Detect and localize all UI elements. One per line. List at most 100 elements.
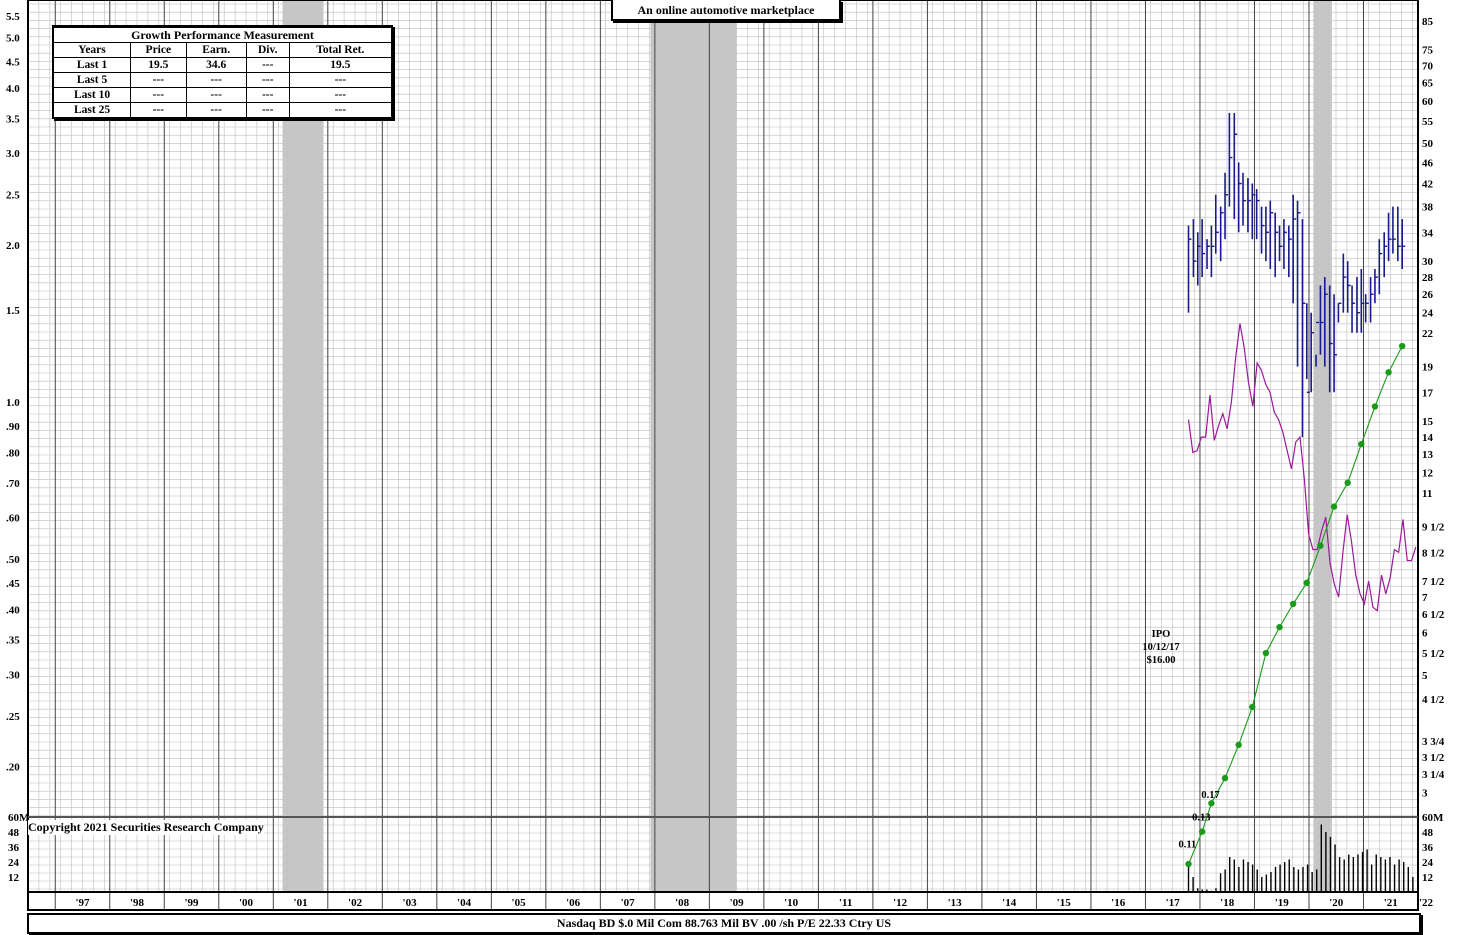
header-total-return: Total Ret.: [316, 44, 365, 56]
table-cell: ---: [246, 57, 290, 73]
right-axis-tick-label: 5: [1422, 670, 1428, 682]
table-cell: ---: [334, 104, 347, 116]
left-axis-tick-label: .40: [6, 604, 20, 616]
right-axis-tick-label: 24: [1422, 308, 1434, 320]
table-cell: Last 10: [54, 87, 132, 103]
left-axis-tick-label: .60: [6, 513, 20, 525]
right-axis-tick-label: 8 1/2: [1422, 547, 1445, 559]
ipo-annotation: IPO 10/12/17 $16.00: [1130, 628, 1192, 667]
table-cell: ---: [246, 72, 290, 88]
table-cell: ---: [186, 72, 247, 88]
table-cell: ---: [186, 87, 247, 103]
left-axis-tick-label: 2.0: [6, 240, 20, 252]
right-axis-tick-label: 65: [1422, 78, 1434, 90]
table-row: Last 10 --- --- --- ---: [54, 87, 391, 103]
right-axis-tick-label: 42: [1422, 178, 1434, 190]
recession-band: [1313, 0, 1332, 892]
left-axis-tick-label: .45: [6, 578, 20, 590]
header-dividend: Div.: [246, 42, 290, 58]
right-axis-tick-label: 30: [1422, 256, 1434, 268]
x-axis-tick-label: '03: [403, 897, 418, 909]
x-axis-tick-label: '02: [348, 897, 363, 909]
table-cell: ---: [246, 102, 290, 117]
earnings-value-label: 0.11: [1179, 839, 1197, 850]
left-axis-tick-label: 2.5: [6, 189, 20, 201]
copyright-notice: Copyright 2021 Securities Research Compa…: [28, 820, 264, 835]
x-axis-tick-label: '14: [1002, 897, 1017, 909]
volume-axis-label-left: 12: [8, 872, 20, 884]
table-row: Last 1 19.5 34.6 --- 19.5: [54, 57, 391, 73]
earnings-point: [1398, 342, 1406, 350]
right-axis-tick-label: 34: [1422, 227, 1434, 239]
right-axis-tick-label: 9 1/2: [1422, 522, 1445, 534]
earnings-point: [1385, 369, 1392, 376]
left-axis-tick-label: .80: [6, 448, 20, 460]
x-axis-tick-label: '19: [1275, 897, 1290, 909]
left-axis-tick-label: 1.5: [6, 305, 20, 317]
relative-strength-line: [1187, 323, 1417, 612]
right-axis-tick-label: 55: [1422, 116, 1434, 128]
x-axis-tick-label: '06: [566, 897, 581, 909]
x-axis-tick-label: '08: [675, 897, 690, 909]
left-axis-tick-label: .30: [6, 670, 20, 682]
right-axis-tick-label: 11: [1422, 488, 1432, 500]
footer-stats: Nasdaq BD $.0 Mil Com 88.763 Mil BV .00 …: [27, 913, 1421, 934]
growth-performance-table: Growth Performance Measurement Years Pri…: [52, 25, 393, 119]
x-axis-tick-label: '10: [784, 897, 799, 909]
left-axis-tick-label: 3.0: [6, 148, 20, 160]
right-axis-tick-label: 3 1/2: [1422, 752, 1445, 764]
left-axis-tick-label: .20: [6, 761, 20, 773]
earnings-value-label: 0.13: [1192, 813, 1210, 824]
earnings-point: [1249, 703, 1256, 711]
company-description: An online automotive marketplace: [611, 0, 841, 21]
right-axis-tick-label: 85: [1422, 16, 1434, 28]
right-axis-tick-label: 6: [1422, 628, 1428, 640]
table-cell: 19.5: [330, 59, 351, 71]
x-axis-tick-label: '12: [893, 897, 908, 909]
earnings-point: [1289, 600, 1297, 608]
right-axis-tick-label: 28: [1422, 272, 1434, 284]
table-cell: 34.6: [186, 57, 247, 73]
earnings-point: [1235, 741, 1242, 749]
header-price: Price: [130, 42, 187, 58]
left-axis-tick-label: 5.5: [6, 11, 20, 23]
volume-axis-label-right: 12: [1422, 872, 1434, 884]
x-axis-tick-label: '21: [1384, 897, 1398, 909]
earnings-point: [1344, 479, 1351, 486]
left-axis-tick-label: .25: [6, 711, 20, 723]
earnings-point: [1330, 503, 1338, 510]
table-header-row: Years Price Earn. Div. Total Ret.: [54, 42, 391, 58]
right-axis-tick-label: 12: [1422, 468, 1434, 480]
volume-axis-label-left: 48: [8, 827, 20, 839]
right-axis-tick-label: 4 1/2: [1422, 694, 1445, 706]
table-cell: Last 25: [54, 102, 132, 117]
table-row: Last 5 --- --- --- ---: [54, 72, 391, 88]
table-cell: ---: [334, 89, 347, 101]
header-earnings: Earn.: [186, 42, 247, 58]
right-axis-tick-label: 17: [1422, 387, 1434, 399]
x-axis-tick-label: '00: [239, 897, 254, 909]
right-axis-tick-label: 22: [1422, 328, 1434, 340]
left-axis-tick-label: 5.0: [6, 32, 20, 44]
table-cell: 19.5: [130, 57, 187, 73]
x-axis-tick-label: '99: [184, 897, 199, 909]
table-cell: ---: [130, 87, 187, 103]
left-axis-tick-label: 4.0: [6, 83, 20, 95]
ipo-price: $16.00: [1146, 655, 1176, 666]
right-axis-tick-label: 26: [1422, 289, 1434, 301]
x-axis-tick-label: '04: [457, 897, 472, 909]
right-axis-tick-label: 13: [1422, 449, 1434, 461]
x-axis-tick-label: '09: [730, 897, 745, 909]
ipo-label: IPO: [1151, 629, 1171, 640]
earnings-point: [1185, 860, 1192, 868]
volume-axis-label-right: 36: [1422, 842, 1434, 854]
x-axis-tick-label: '17: [1166, 897, 1181, 909]
header-years: Years: [54, 42, 132, 58]
volume-axis-label-right: 24: [1422, 857, 1434, 869]
right-axis-tick-label: 50: [1422, 138, 1434, 150]
x-axis-tick-label: '18: [1220, 897, 1235, 909]
left-axis-tick-label: 3.5: [6, 113, 20, 125]
volume-axis-label-left: 24: [8, 857, 20, 869]
left-axis-tick-label: .35: [6, 635, 20, 647]
